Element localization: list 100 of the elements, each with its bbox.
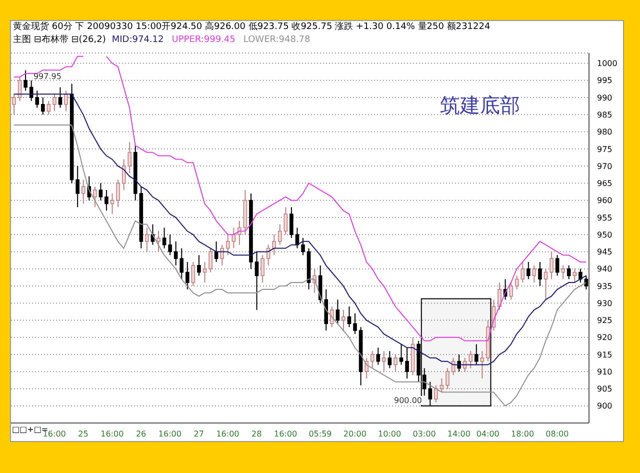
y-tick-label: 935 xyxy=(597,282,612,291)
candlestick xyxy=(544,268,548,300)
y-tick-label: 905 xyxy=(597,384,612,394)
candlestick xyxy=(370,350,374,369)
chart-subtitle: 主图 ⊟布林带 ⊟(26,2) xyxy=(13,35,106,45)
candlestick xyxy=(93,186,97,208)
candlestick xyxy=(440,378,444,393)
candlestick xyxy=(364,357,368,379)
x-tick-label: 16:00 xyxy=(100,430,124,439)
candlestick xyxy=(41,97,45,116)
x-tick-label: 16:00 xyxy=(216,430,240,439)
x-tick-label: 20:00 xyxy=(343,430,366,439)
line-series xyxy=(13,124,587,406)
candlestick xyxy=(584,275,588,290)
candlestick xyxy=(98,182,103,201)
candlestick xyxy=(498,282,502,310)
x-tick-label: 27 xyxy=(194,430,204,439)
candlestick xyxy=(191,261,196,286)
candlestick xyxy=(353,312,357,334)
candlestick xyxy=(197,254,201,276)
candlestick xyxy=(434,384,438,403)
candlestick xyxy=(278,224,282,246)
y-tick-label: 975 xyxy=(597,144,612,154)
candlestick xyxy=(578,268,582,284)
candlestick xyxy=(168,234,172,256)
candlestick xyxy=(561,264,565,280)
candlestick xyxy=(330,306,334,328)
y-tick-label: 955 xyxy=(597,213,612,222)
candlestick xyxy=(64,90,68,112)
candlestick xyxy=(128,142,132,174)
candlestick xyxy=(272,234,276,256)
candlestick xyxy=(24,70,28,92)
y-tick-label: 990 xyxy=(597,93,612,102)
chart-title: 黄金现货 60分 下 20090330 15:00开924.50 高926.00 低923.75 收925.75 涨跌 +1.30 0.14% 量250 额231224 xyxy=(12,21,492,34)
candlestick xyxy=(474,344,478,366)
candlestick xyxy=(394,354,398,372)
text: MID:974.12 xyxy=(112,35,164,45)
candlestick xyxy=(104,190,108,212)
text: UPPER:999.45 xyxy=(172,35,236,45)
candlestick xyxy=(550,251,554,280)
candlestick xyxy=(260,254,264,284)
x-tick-label: 08:00 xyxy=(546,430,569,439)
y-tick-label: 970 xyxy=(597,162,612,171)
y-tick-label: 945 xyxy=(597,248,612,257)
candlestick xyxy=(52,94,56,112)
candlestick xyxy=(162,227,166,249)
text: LOWER:948.78 xyxy=(243,35,310,45)
candlestick xyxy=(208,248,212,273)
candlestick xyxy=(76,166,80,208)
x-tick-label: 16:00 xyxy=(42,430,66,439)
y-tick-label: 940 xyxy=(597,264,612,274)
candlestick xyxy=(468,350,473,369)
x-tick-label: 16:00 xyxy=(274,430,298,439)
y-tick-label: 925 xyxy=(597,316,612,326)
candlestick xyxy=(382,350,386,372)
candlestick xyxy=(116,179,120,208)
y-tick-label: 950 xyxy=(597,230,612,240)
x-tick-label: 14:00 xyxy=(447,430,470,439)
x-tick-label: 04:00 xyxy=(476,430,500,439)
candlestick xyxy=(509,282,513,300)
candlestick xyxy=(342,309,346,331)
y-tick-label: 920 xyxy=(597,333,612,342)
candlestick xyxy=(532,264,536,284)
candlestick xyxy=(572,268,577,284)
candlestick xyxy=(538,261,542,286)
candlestick xyxy=(202,261,207,284)
x-tick-label: 25 xyxy=(78,430,88,439)
candlestick xyxy=(526,261,530,280)
y-tick-label: 980 xyxy=(597,128,612,137)
candlestick xyxy=(336,299,340,324)
candlestick xyxy=(254,251,259,310)
candlestick xyxy=(376,347,380,366)
candlestick xyxy=(46,100,51,116)
candlestick xyxy=(324,288,328,331)
candlestick xyxy=(290,206,294,238)
candlestick xyxy=(186,261,190,290)
candlestick xyxy=(110,192,114,215)
x-tick-label: 16:00 xyxy=(158,430,182,439)
annotation: 筑建底部 xyxy=(440,92,520,119)
annotation: 900.00 xyxy=(394,396,422,405)
x-tick-label: 05:59 xyxy=(308,430,332,439)
candlestick xyxy=(428,381,432,406)
x-tick-label: 26 xyxy=(136,430,146,439)
candlestick xyxy=(301,238,305,256)
candlestick xyxy=(347,306,352,328)
candlestick xyxy=(566,264,571,280)
candlestick xyxy=(446,368,450,390)
candlestick xyxy=(174,240,178,266)
candlestick xyxy=(405,347,409,379)
candlestick xyxy=(58,86,62,108)
x-tick-label: 18:00 xyxy=(511,430,534,439)
candlestick xyxy=(284,206,288,236)
candlestick xyxy=(388,350,392,369)
x-tick-label: 28 xyxy=(252,430,262,439)
candlestick xyxy=(555,254,560,276)
y-tick-label: 900 xyxy=(597,402,612,411)
candlestick xyxy=(180,248,184,280)
candlestick xyxy=(399,344,404,366)
candlestick xyxy=(35,90,40,108)
candlestick xyxy=(480,350,484,379)
